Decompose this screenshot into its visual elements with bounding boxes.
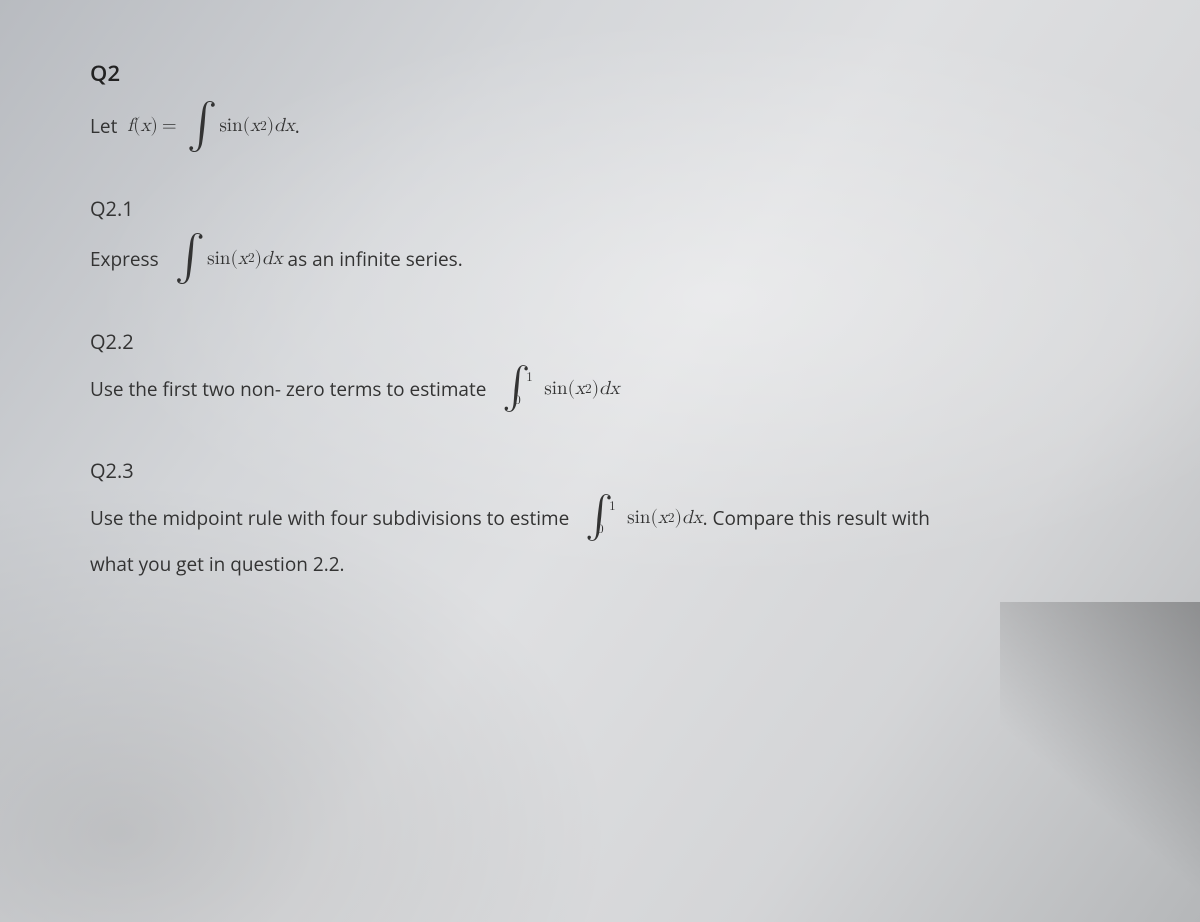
q22-integral: ∫ 1 0 sin ( x 2 ) d x: [496, 371, 619, 409]
upper-limit: 1: [526, 369, 533, 387]
integral-indefinite-2: ∫: [169, 238, 208, 279]
q22-heading: Q2.2: [90, 328, 1110, 355]
q23-statement-line2: what you get in question 2.2.: [90, 551, 1110, 578]
q23-statement-line1: Use the midpoint rule with four subdivis…: [90, 500, 1110, 538]
sin-fn: sin: [627, 505, 650, 532]
equals-sign: =: [158, 113, 181, 140]
sin-fn: sin: [219, 113, 242, 140]
dx-d: d: [274, 113, 285, 140]
lower-limit: 0: [597, 521, 604, 539]
q2-heading: Q2: [90, 58, 1110, 88]
upper-limit: 1: [609, 498, 616, 516]
dx-d: d: [682, 505, 693, 532]
integral-indefinite: ∫: [181, 106, 220, 147]
q22-statement: Use the first two non- zero terms to est…: [90, 371, 1110, 409]
dx-d: d: [262, 246, 273, 273]
sin-paren-open: (: [568, 376, 575, 403]
sin-paren-close: ): [675, 505, 682, 532]
x-squared-var: x: [658, 505, 668, 532]
exponent-2: 2: [585, 380, 592, 399]
q21-tail: as an infinite series.: [283, 246, 463, 273]
lower-limit: 0: [514, 392, 521, 410]
x-var: x: [140, 113, 150, 140]
integral-definite-2: ∫ 1 0: [579, 500, 615, 538]
period: .: [295, 113, 300, 140]
integral-sign-icon: ∫: [181, 104, 220, 145]
dx-x: x: [693, 505, 703, 532]
sin-paren-open: (: [230, 246, 237, 273]
integral-sign-icon: ∫: [169, 236, 208, 277]
dx-x: x: [273, 246, 283, 273]
q23-lead: Use the midpoint rule with four subdivis…: [90, 505, 579, 532]
q21-lead: Express: [90, 246, 169, 273]
q22-lead: Use the first two non- zero terms to est…: [90, 376, 496, 403]
q23-tail1: . Compare this result with: [703, 505, 930, 532]
x-squared-var: x: [575, 376, 585, 403]
x-squared-var: x: [250, 113, 260, 140]
sin-paren-open: (: [650, 505, 657, 532]
sin-paren-open: (: [243, 113, 250, 140]
dx-x: x: [610, 376, 620, 403]
sin-fn: sin: [207, 246, 230, 273]
x-squared-var: x: [238, 246, 248, 273]
exponent-2: 2: [260, 117, 267, 136]
sin-paren-close: ): [267, 113, 274, 140]
sin-paren-close: ): [255, 246, 262, 273]
q21-heading: Q2.1: [90, 195, 1110, 222]
q23-integral: ∫ 1 0 sin ( x 2 ) d x: [579, 500, 702, 538]
integral-definite-1: ∫ 1 0: [496, 371, 532, 409]
q23-tail2: what you get in question 2.2.: [90, 551, 345, 578]
sin-fn: sin: [544, 376, 567, 403]
question-page: Q2 Let f ( x ) = ∫ sin ( x 2 ) d x . Q2.…: [50, 30, 1150, 626]
q21-statement: Express ∫ sin ( x 2 ) d x as an infinite…: [90, 238, 1110, 279]
q2-statement: Let f ( x ) = ∫ sin ( x 2 ) d x .: [90, 106, 1110, 147]
fx-expression: f ( x ) = ∫ sin ( x 2 ) d x: [127, 106, 295, 147]
paren-open: (: [133, 113, 140, 140]
exponent-2: 2: [668, 509, 675, 528]
let-label: Let: [90, 113, 127, 140]
paren-close: ): [151, 113, 158, 140]
photo-edge-shadow: [1000, 602, 1200, 922]
sin-paren-close: ): [592, 376, 599, 403]
dx-d: d: [599, 376, 610, 403]
exponent-2: 2: [248, 249, 255, 268]
dx-x: x: [285, 113, 295, 140]
q21-integral: ∫ sin ( x 2 ) d x: [169, 238, 283, 279]
q23-heading: Q2.3: [90, 457, 1110, 484]
